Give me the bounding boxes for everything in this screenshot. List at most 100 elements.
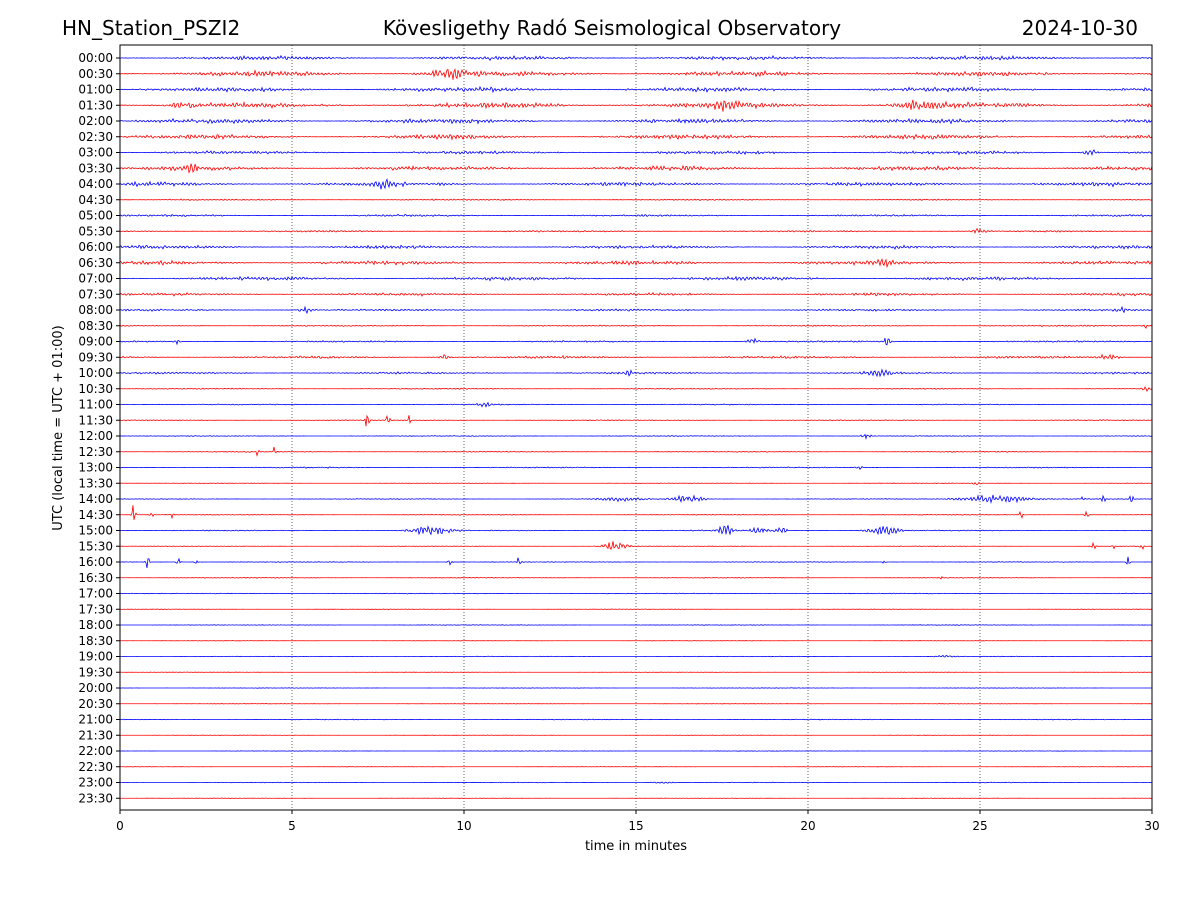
trace-line <box>119 654 1153 658</box>
trace-line <box>119 750 1153 752</box>
y-tick-label: 20:30 <box>78 697 113 711</box>
y-tick-label: 22:30 <box>78 760 113 774</box>
y-tick-label: 02:00 <box>78 114 113 128</box>
y-tick-label: 14:30 <box>78 508 113 522</box>
x-tick-label-20: 20 <box>800 819 815 833</box>
trace-line <box>119 494 1153 505</box>
trace-line <box>119 401 1153 408</box>
x-tick-label-25: 25 <box>972 819 987 833</box>
y-tick-label: 04:30 <box>78 193 113 207</box>
y-tick-label: 08:30 <box>78 319 113 333</box>
x-tick-label-15: 15 <box>628 819 643 833</box>
y-tick-label: 05:00 <box>78 209 113 223</box>
y-tick-label: 09:00 <box>78 335 113 349</box>
trace-line <box>119 213 1153 218</box>
y-tick-label: 08:00 <box>78 303 113 317</box>
trace-line <box>119 67 1153 80</box>
trace-line <box>119 505 1153 521</box>
trace-line <box>119 781 1153 784</box>
trace-line <box>119 54 1153 62</box>
y-tick-label: 07:00 <box>78 272 113 286</box>
trace-line <box>119 414 1153 427</box>
y-tick-label: 13:30 <box>78 476 113 490</box>
trace-line <box>119 386 1153 392</box>
trace-line <box>119 149 1153 157</box>
y-tick-label: 03:30 <box>78 161 113 175</box>
trace-line <box>119 446 1153 457</box>
y-tick-label: 18:00 <box>78 618 113 632</box>
y-tick-label: 00:30 <box>78 67 113 81</box>
y-tick-label: 10:00 <box>78 366 113 380</box>
y-tick-label: 19:00 <box>78 650 113 664</box>
trace-line <box>119 117 1153 125</box>
y-tick-label: 14:00 <box>78 492 113 506</box>
trace-line <box>119 198 1153 201</box>
trace-line <box>119 258 1153 269</box>
trace-line <box>119 337 1153 346</box>
trace-line <box>119 133 1153 141</box>
x-tick-label-10: 10 <box>456 819 471 833</box>
trace-line <box>119 608 1153 610</box>
y-tick-label: 01:00 <box>78 83 113 97</box>
trace-line <box>119 556 1153 569</box>
trace-line <box>119 244 1153 250</box>
y-tick-label: 05:30 <box>78 224 113 238</box>
y-tick-label: 20:00 <box>78 681 113 695</box>
y-tick-label: 23:00 <box>78 776 113 790</box>
y-tick-label: 12:00 <box>78 429 113 443</box>
y-tick-label: 15:30 <box>78 539 113 553</box>
y-tick-label: 11:30 <box>78 413 113 427</box>
trace-line <box>119 481 1153 486</box>
trace-line <box>119 466 1153 470</box>
trace-line <box>119 163 1153 174</box>
x-axis-label: time in minutes <box>585 839 687 854</box>
trace-line <box>120 703 1153 705</box>
chart-title-station: HN_Station_PSZI2 <box>62 16 240 40</box>
y-tick-label: 07:30 <box>78 287 113 301</box>
trace-line <box>119 178 1153 190</box>
x-tick-label-0: 0 <box>116 819 124 833</box>
trace-line <box>119 275 1153 282</box>
trace-line <box>119 718 1153 721</box>
trace-line <box>119 227 1153 234</box>
y-tick-label: 00:00 <box>78 51 113 65</box>
y-tick-label: 23:30 <box>78 791 113 805</box>
y-tick-label: 11:00 <box>78 398 113 412</box>
trace-line <box>119 85 1153 94</box>
y-tick-label: 04:00 <box>78 177 113 191</box>
plot-area-frame <box>119 44 1153 811</box>
y-tick-label: 16:30 <box>78 571 113 585</box>
x-tick-label-30: 30 <box>1144 819 1159 833</box>
trace-line <box>119 640 1153 642</box>
y-tick-label: 15:00 <box>78 524 113 538</box>
trace-line <box>119 324 1153 329</box>
trace-line <box>119 525 1153 536</box>
y-tick-label: 21:30 <box>78 728 113 742</box>
y-axis-label: UTC (local time = UTC + 01:00) <box>51 325 66 530</box>
trace-line <box>119 305 1153 315</box>
chart-title-date: 2024-10-30 <box>1022 16 1138 40</box>
y-tick-label: 01:30 <box>78 98 113 112</box>
y-tick-label: 02:30 <box>78 130 113 144</box>
trace-line <box>119 575 1153 580</box>
trace-line <box>119 541 1153 551</box>
trace-line <box>119 734 1153 736</box>
y-tick-label: 21:00 <box>78 713 113 727</box>
trace-line <box>119 766 1152 768</box>
x-axis-ticks: 0 5 10 15 20 25 30 <box>116 810 1160 833</box>
trace-line <box>119 624 1153 626</box>
y-tick-label: 18:30 <box>78 634 113 648</box>
y-tick-label: 19:30 <box>78 665 113 679</box>
y-tick-label: 06:00 <box>78 240 113 254</box>
trace-line <box>119 99 1153 112</box>
y-tick-label: 09:30 <box>78 350 113 364</box>
vertical-gridlines <box>291 45 981 810</box>
trace-line <box>119 433 1153 440</box>
trace-line <box>119 592 1153 595</box>
trace-line <box>119 797 1153 799</box>
seismic-traces <box>119 54 1153 799</box>
x-tick-label-5: 5 <box>288 819 296 833</box>
trace-line <box>119 291 1153 297</box>
y-tick-label: 13:00 <box>78 461 113 475</box>
